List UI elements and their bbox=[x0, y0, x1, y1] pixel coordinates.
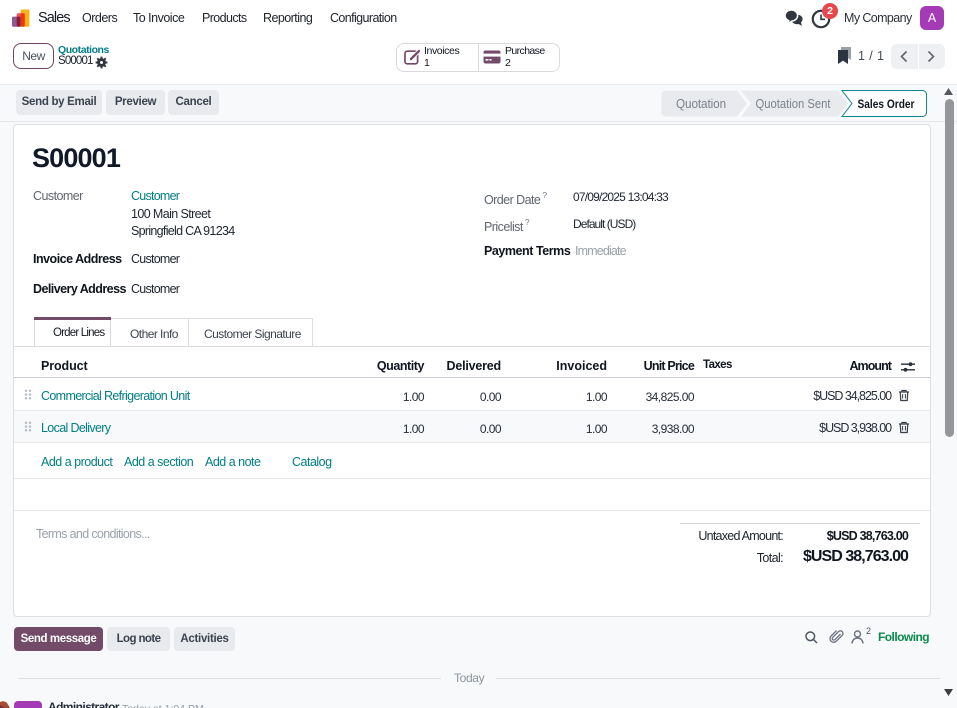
svg-text:Sales Order: Sales Order bbox=[858, 97, 915, 111]
svg-text:Quotation Sent: Quotation Sent bbox=[756, 97, 831, 111]
svg-text:Quotation: Quotation bbox=[676, 97, 726, 111]
